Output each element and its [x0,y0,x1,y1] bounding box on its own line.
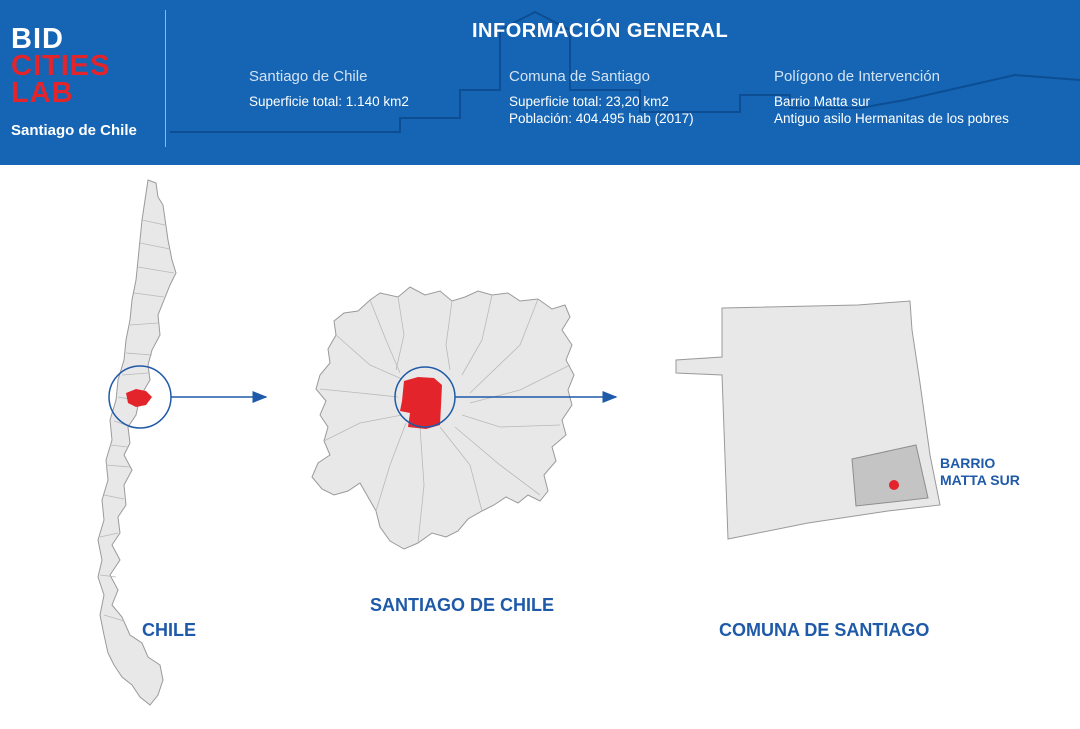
comuna-label: COMUNA DE SANTIAGO [719,620,930,640]
santiago-region-highlight [126,389,152,407]
santiago-label: SANTIAGO DE CHILE [370,595,555,615]
logo-line-lab: LAB [11,77,74,109]
chile-outline [97,179,177,706]
barrio-label-line1: BARRIO [940,455,996,471]
header-divider [165,10,166,147]
comuna-santiago-highlight [400,377,442,429]
chile-map [97,179,268,706]
logo-line-bid: BID [11,23,64,55]
info-column-heading: Polígono de Intervención [774,68,940,85]
bid-cities-lab-logo: BID CITIES LAB [11,23,111,109]
santiago-outline [311,286,575,550]
santiago-commune-borders [319,294,571,544]
info-column-value: Superficie total: 23,20 km2 [509,94,669,109]
chile-label: CHILE [142,620,196,640]
info-column-value: Barrio Matta sur [774,94,871,109]
info-header: BID CITIES LAB Santiago de Chile INFORMA… [0,0,1080,165]
barrio-label-line2: MATTA SUR [940,472,1020,488]
barrio-matta-sur-polygon [851,444,929,507]
info-column-heading: Comuna de Santiago [509,68,650,85]
info-column-heading: Santiago de Chile [249,68,368,85]
comuna-outline [675,300,941,540]
barrio-label: BARRIO MATTA SUR [940,455,1020,489]
barrio-location-marker [889,480,899,490]
info-column-santiago: Santiago de Chile Superficie total: 1.14… [249,68,409,110]
info-title: INFORMACIÓN GENERAL [472,20,729,42]
logo-line-cities: CITIES [11,50,111,82]
logo-city-name: Santiago de Chile [11,122,137,139]
skyline-outline-decoration [170,10,1080,133]
santiago-metro-map [311,286,618,550]
info-column-value: Superficie total: 1.140 km2 [249,94,409,109]
info-column-comuna: Comuna de Santiago Superficie total: 23,… [509,68,694,127]
info-column-value: Antiguo asilo Hermanitas de los pobres [774,111,1009,126]
maps-area [97,179,941,706]
info-column-poligono: Polígono de Intervención Barrio Matta su… [774,68,1009,127]
comuna-santiago-map [675,300,941,540]
info-column-value: Población: 404.495 hab (2017) [509,111,694,126]
